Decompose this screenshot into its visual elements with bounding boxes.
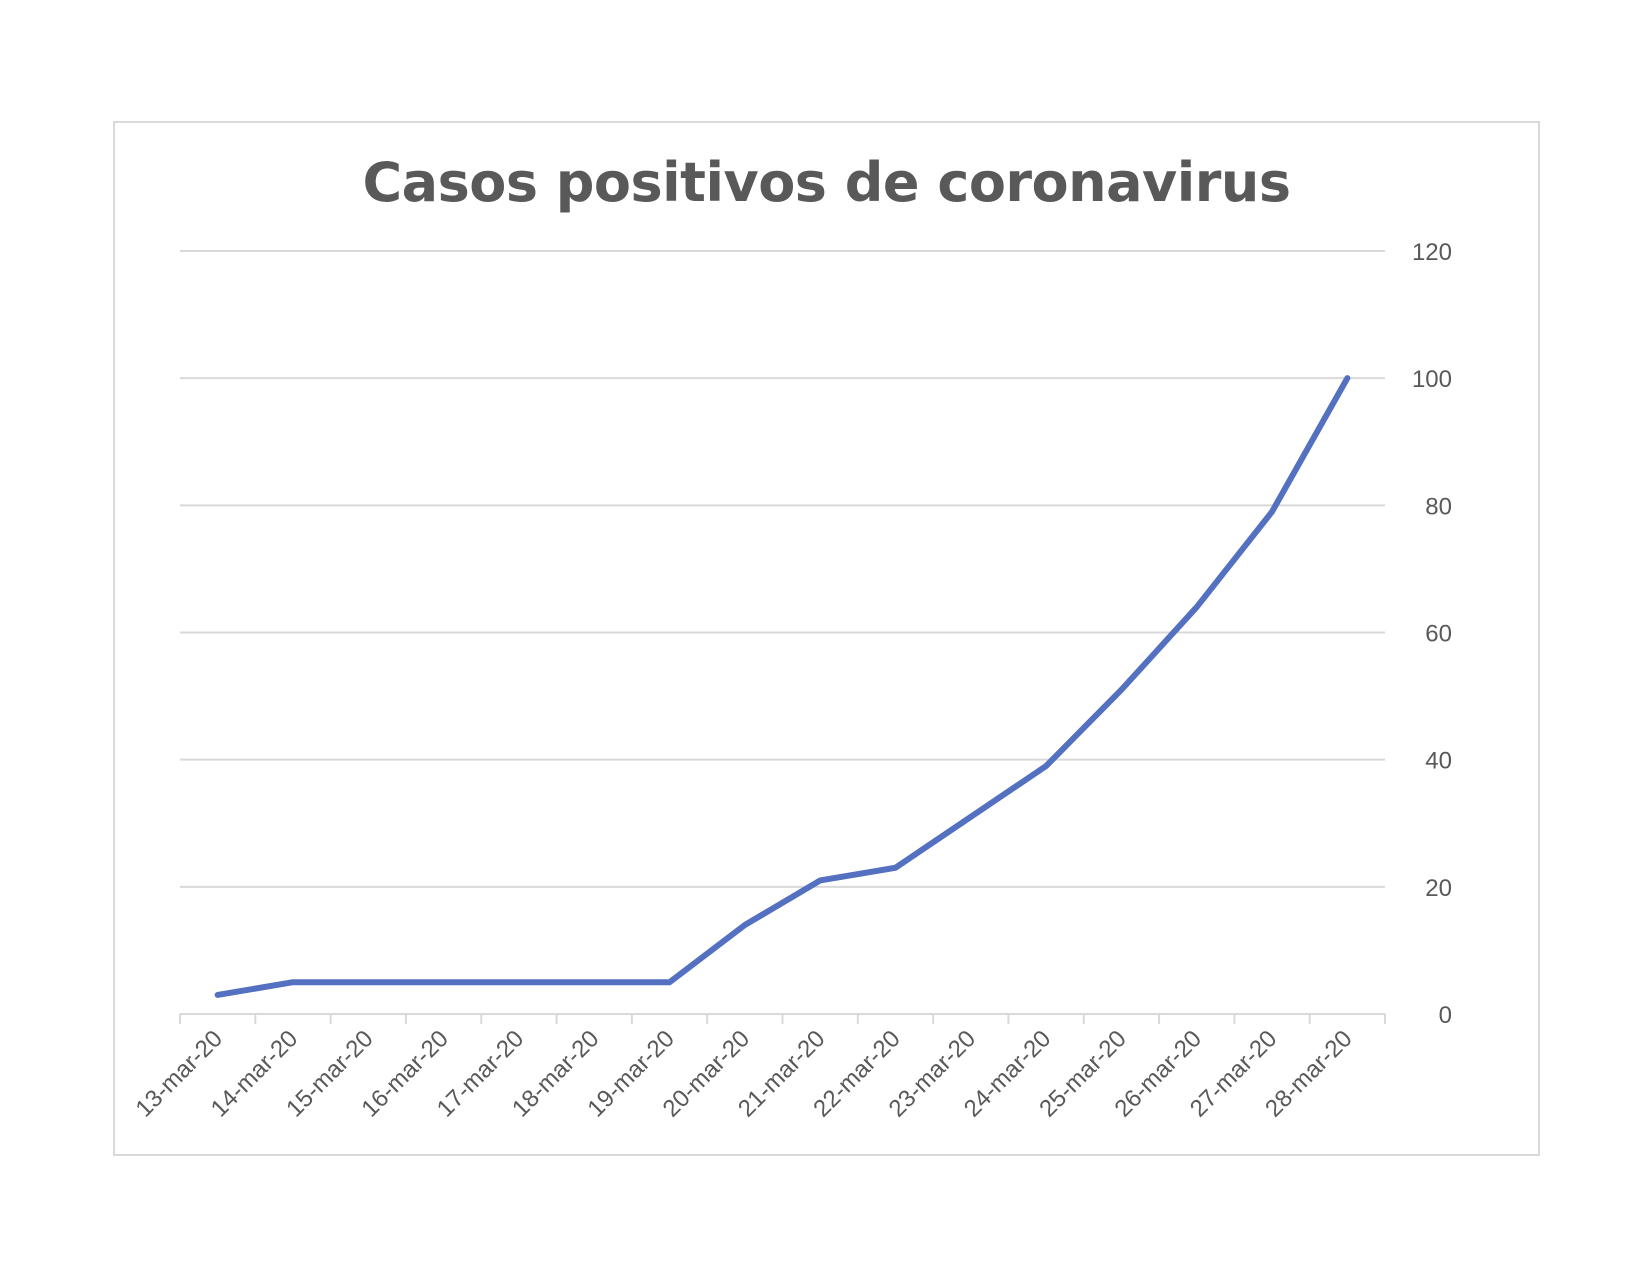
series-layer (214, 375, 1351, 998)
chart-title: Casos positivos de coronavirus (362, 151, 1291, 214)
y-tick-label-0: 0 (1439, 1002, 1452, 1029)
y-axis-ticks: 0 20 40 60 80 100 120 (1412, 239, 1452, 1029)
y-tick-label-100: 100 (1412, 366, 1452, 393)
series-line (214, 375, 1351, 998)
y-tick-label-40: 40 (1425, 748, 1452, 775)
gridlines (180, 250, 1385, 888)
x-axis (179, 1013, 1386, 1024)
chart-frame: Casos positivos de coronavirus 0 20 40 60 80… (113, 121, 1540, 1156)
line-chart: 0 20 40 60 80 100 120 13-mar-2014-mar-2015-mar… (131, 239, 1452, 1123)
x-axis-ticks: 13-mar-2014-mar-2015-mar-2016-mar-2017-m… (131, 1025, 1358, 1122)
y-tick-label-20: 20 (1425, 875, 1452, 902)
y-tick-label-120: 120 (1412, 239, 1452, 266)
y-tick-label-60: 60 (1425, 621, 1452, 648)
y-tick-label-80: 80 (1425, 493, 1452, 520)
